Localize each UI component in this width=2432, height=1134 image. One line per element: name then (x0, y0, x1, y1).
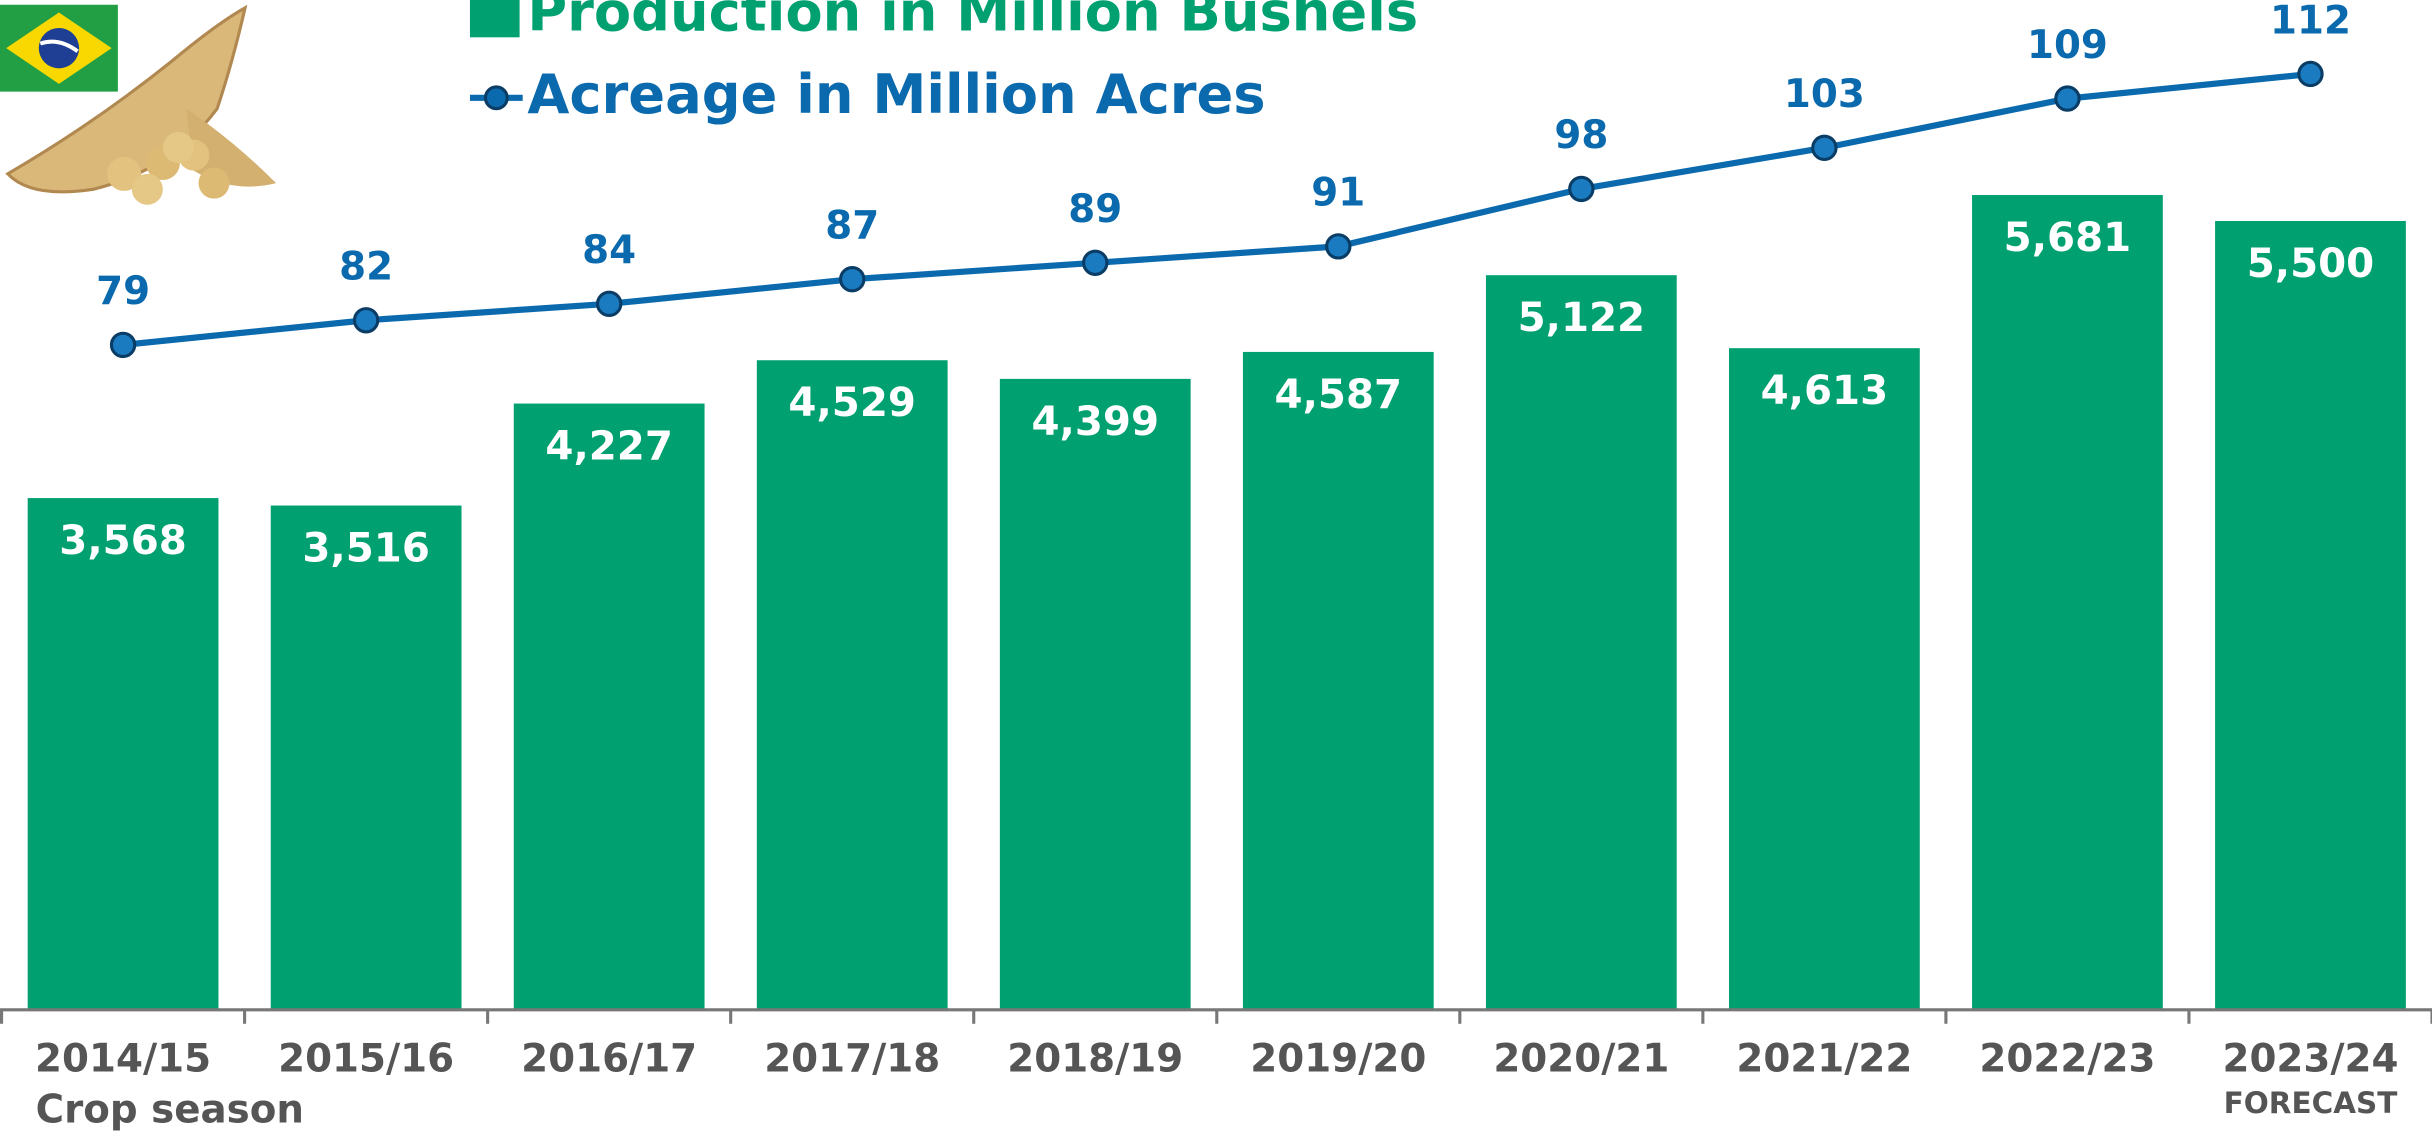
line-value-label: 82 (339, 245, 393, 290)
line-value-label: 109 (2027, 23, 2108, 68)
x-axis-label: Crop season (36, 1088, 304, 1133)
line-marker (1811, 134, 1838, 162)
x-tick-label: 2014/15 (35, 1037, 211, 1082)
line-marker (352, 307, 380, 334)
bar-value-label: 3,516 (302, 525, 430, 572)
line (122, 70, 2311, 348)
bar (1972, 195, 2163, 1010)
line-marker (109, 331, 137, 359)
line-marker (2297, 60, 2324, 88)
soybeans-image (5, 4, 277, 205)
x-tick-label: 2022/23 (1979, 1037, 2155, 1082)
x-tick-label: 2015/16 (278, 1037, 454, 1082)
line-marker (1082, 249, 1109, 276)
bar-value-label: 5,500 (2247, 240, 2375, 287)
x-tick-label: 2020/21 (1493, 1037, 1669, 1082)
bar (270, 505, 462, 1010)
bar-value-label: 3,568 (59, 517, 187, 564)
line-marker (595, 290, 623, 318)
bar-value-label: 5,122 (1518, 294, 1646, 341)
bar-value-label: 4,227 (545, 423, 673, 470)
x-tick-label: 2017/18 (764, 1037, 940, 1082)
bar-value-label: 4,399 (1031, 398, 1159, 445)
line-value-label: 89 (1068, 187, 1122, 232)
line-marker (839, 266, 866, 293)
line-value-label: 91 (1311, 171, 1365, 216)
annotation: FORECAST (2224, 1086, 2398, 1120)
bar-value-label: 4,613 (1761, 367, 1889, 414)
bar (756, 360, 948, 1010)
line-marker (2054, 85, 2081, 112)
line-marker (1325, 233, 1352, 260)
bar (1485, 275, 1677, 1010)
x-tick-label: 2016/17 (521, 1037, 697, 1082)
bar (513, 403, 705, 1010)
bar-value-label: 5,681 (2004, 214, 2132, 261)
legend-swatch (469, 0, 520, 38)
bar (1729, 348, 1920, 1010)
legend-label: Acreage in Million Acres (527, 63, 1265, 126)
line-value-label: 98 (1554, 113, 1608, 158)
line-value-label: 87 (825, 204, 879, 249)
legend-marker (483, 85, 509, 111)
line-value-label: 103 (1784, 72, 1865, 117)
x-tick-label: 2019/20 (1250, 1037, 1426, 1082)
bar-value-label: 4,587 (1275, 371, 1403, 418)
bar (2215, 220, 2406, 1010)
x-tick-label: 2023/24 (2222, 1037, 2398, 1082)
legend: Production in Million Bushels Acreage in … (469, 0, 1418, 126)
bar (1242, 351, 1434, 1010)
line-value-label: 79 (96, 269, 150, 314)
line-value-label: 112 (2270, 0, 2351, 43)
x-tick-label: 2021/22 (1736, 1037, 1912, 1082)
bar-value-label: 4,529 (788, 379, 916, 426)
line-marker (1568, 175, 1595, 203)
line-value-label: 84 (582, 228, 636, 273)
legend-label: Production in Million Bushels (527, 0, 1418, 44)
bar (999, 378, 1191, 1010)
brazil-flag (0, 4, 118, 92)
bar (27, 498, 219, 1010)
x-tick-label: 2018/19 (1007, 1037, 1183, 1082)
